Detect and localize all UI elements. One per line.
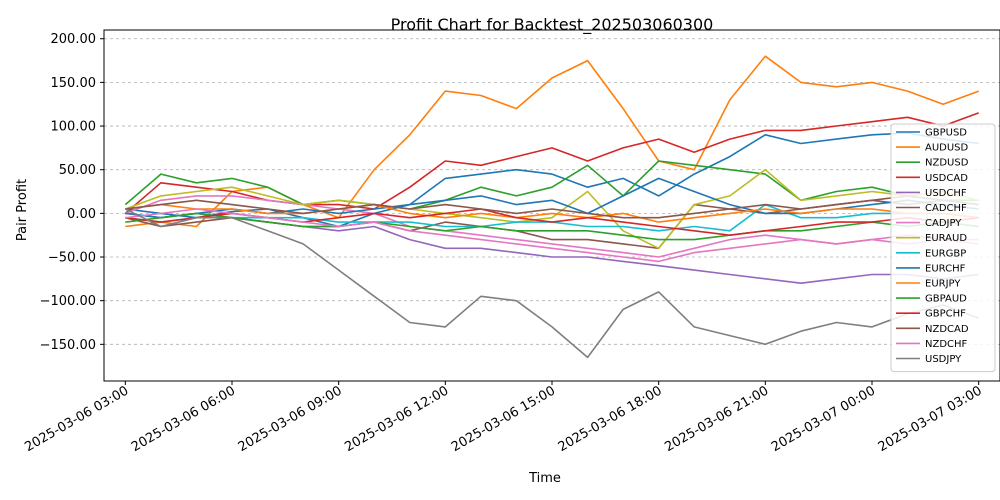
series-line-nzdcad xyxy=(125,195,979,219)
y-tick-label: −50.00 xyxy=(48,251,96,266)
legend-label: USDCAD xyxy=(925,173,968,184)
y-tick-label: −100.00 xyxy=(40,294,96,309)
chart-title: Profit Chart for Backtest_202503060300 xyxy=(391,15,714,35)
legend-frame xyxy=(890,123,996,373)
legend-label: EURAUD xyxy=(925,233,967,244)
series-line-usdjpy xyxy=(124,208,979,359)
legend-label: NZDCAD xyxy=(925,324,969,335)
legend-label: EURCHF xyxy=(925,263,966,274)
legend-label: USDCHF xyxy=(925,188,967,199)
legend-label: EURGBP xyxy=(925,248,966,259)
y-tick-label: 0.00 xyxy=(67,207,96,222)
y-tick-label: 150.00 xyxy=(51,76,97,91)
legend-label: GBPCHF xyxy=(925,309,966,320)
legend-label: NZDCHF xyxy=(925,339,968,350)
series-line-nzdusd xyxy=(124,160,979,210)
series-lines xyxy=(124,55,979,359)
y-tick-label: 200.00 xyxy=(51,32,97,47)
legend-label: AUDUSD xyxy=(925,143,969,154)
y-gridlines xyxy=(104,38,1000,345)
y-tick-label: 100.00 xyxy=(51,120,97,135)
legend-label: NZDUSD xyxy=(925,158,969,169)
series-line-euraud xyxy=(125,168,979,250)
legend-label: EURJPY xyxy=(925,279,961,290)
y-axis-title: Pair Profit xyxy=(15,179,30,241)
legend-label: GBPUSD xyxy=(925,128,967,139)
series-line-gbpaud xyxy=(125,212,979,241)
legend-label: CADCHF xyxy=(925,203,967,214)
series-line-nzdchf xyxy=(125,208,979,263)
y-tick-label: 50.00 xyxy=(59,163,96,178)
x-axis-title: Time xyxy=(528,471,561,486)
y-axis: 200.00 150.00 100.00 50.00 0.00 −50.00 −100.00… xyxy=(40,32,104,353)
legend-label: USDJPY xyxy=(925,354,962,365)
y-tick-label: −150.00 xyxy=(40,338,96,353)
legend-label: CADJPY xyxy=(925,218,962,229)
legend: GBPUSD AUDUSD NZDUSD USDCAD USDCHF CADCHF CADJ… xyxy=(890,123,996,373)
legend-label: GBPAUD xyxy=(925,294,967,305)
series-line-eurjpy xyxy=(125,203,979,223)
